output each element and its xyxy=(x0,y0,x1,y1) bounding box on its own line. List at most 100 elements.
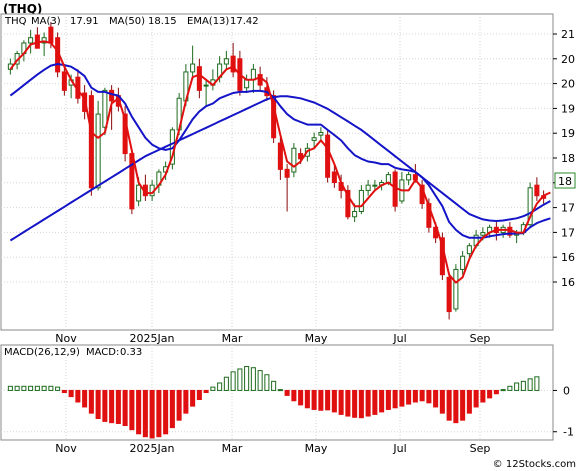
macd-bar-negative xyxy=(298,389,304,406)
macd-bar-negative xyxy=(82,389,88,408)
macd-bar-negative xyxy=(115,389,121,424)
x-tick-label-bottom: Jul xyxy=(392,442,406,455)
macd-bar-positive xyxy=(257,370,263,391)
macd-bar-negative xyxy=(338,389,344,415)
macd-bar-negative xyxy=(419,389,425,402)
candle-up xyxy=(406,174,412,181)
candle-up xyxy=(460,255,466,270)
candle-down xyxy=(48,26,54,44)
copyright: © 12Stocks.com xyxy=(493,459,576,470)
x-tick-label-bottom: May xyxy=(305,442,328,455)
macd-bar-negative xyxy=(156,389,162,438)
candle-down xyxy=(534,184,540,197)
macd-bar-negative xyxy=(412,389,418,403)
macd-bar-positive xyxy=(534,376,540,391)
candle-down xyxy=(331,171,337,184)
ema13-line xyxy=(9,63,551,239)
candle-up xyxy=(480,232,486,236)
x-tick-label-top: Mar xyxy=(222,332,243,345)
macd-bar-negative xyxy=(406,389,412,405)
candle-down xyxy=(257,74,263,86)
x-tick-label-bottom: Nov xyxy=(55,442,77,455)
macd-tick-label: -1 xyxy=(563,426,574,439)
last-price-label: 18 xyxy=(558,175,572,188)
x-tick-label-top: 2025Jan xyxy=(130,332,175,345)
macd-bars xyxy=(7,365,540,439)
macd-bar-negative xyxy=(487,389,493,399)
candle-up xyxy=(291,147,297,173)
legend-ma3-label: MA(3) xyxy=(31,16,61,27)
macd-bar-positive xyxy=(217,382,223,391)
macd-bar-negative xyxy=(284,389,290,396)
price-axis: 21 20 20 19 19 18 18 17 17 16 16 xyxy=(553,28,575,289)
legend-symbol: THQ xyxy=(4,16,27,27)
x-tick-label-top: Sep xyxy=(470,332,491,345)
macd-legend-value-label: MACD: xyxy=(86,347,119,358)
price-tick-label: 17 xyxy=(561,202,575,215)
legend-ma50-value: 18.15 xyxy=(148,16,177,27)
candle-up xyxy=(527,187,533,226)
macd-bar-negative xyxy=(325,389,331,411)
macd-bar-positive xyxy=(21,385,27,391)
last-price-box xyxy=(554,172,576,189)
candle-down xyxy=(345,189,351,218)
macd-bar-negative xyxy=(95,389,101,420)
macd-bar-negative xyxy=(304,389,310,409)
macd-bar-negative xyxy=(480,389,486,403)
macd-bar-negative xyxy=(109,389,115,424)
candle-up xyxy=(223,58,229,65)
x-tick-label-bottom: Mar xyxy=(222,442,243,455)
macd-bar-negative xyxy=(142,389,148,438)
macd-bar-positive xyxy=(28,385,34,391)
candle-down xyxy=(446,276,452,313)
price-tick-label: 17 xyxy=(561,226,575,239)
macd-bar-negative xyxy=(460,389,466,421)
legend-ma50-label: MA(50) xyxy=(109,16,145,27)
price-tick-label: 19 xyxy=(561,127,575,140)
price-grid xyxy=(1,14,553,330)
macd-bar-negative xyxy=(203,389,209,394)
candle-down xyxy=(284,168,290,178)
macd-axis: 0 -1 xyxy=(553,384,574,439)
candle-down xyxy=(109,89,115,102)
candle-up xyxy=(102,89,108,128)
macd-bar-negative xyxy=(163,389,169,435)
candle-up xyxy=(190,63,196,73)
macd-bar-positive xyxy=(48,385,54,391)
candle-down xyxy=(61,71,67,91)
candle-down xyxy=(230,55,236,73)
macd-bar-negative xyxy=(399,389,405,407)
macd-bar-negative xyxy=(331,389,337,413)
macd-bar-negative xyxy=(122,389,128,427)
macd-bar-positive xyxy=(527,378,533,391)
macd-legend: MACD(26,12,9) MACD: 0.33 xyxy=(4,347,142,358)
macd-bar-negative xyxy=(466,389,472,414)
macd-bar-negative xyxy=(183,389,189,414)
macd-bar-negative xyxy=(102,389,108,422)
macd-bar-negative xyxy=(358,389,364,419)
candle-down xyxy=(277,142,283,170)
macd-bar-negative xyxy=(311,389,317,410)
candle-down xyxy=(88,95,94,189)
macd-legend-value: 0.33 xyxy=(120,347,142,358)
ma50-line xyxy=(9,95,551,242)
macd-bar-positive xyxy=(14,385,20,391)
candle-up xyxy=(41,37,47,44)
macd-bar-negative xyxy=(372,389,378,415)
indicator-lines xyxy=(9,40,551,284)
macd-bar-negative xyxy=(318,389,324,411)
candle-up xyxy=(136,184,142,202)
candle-up xyxy=(372,184,378,187)
x-tick-label-top: Nov xyxy=(55,332,77,345)
price-tick-label: 19 xyxy=(561,102,575,115)
macd-bar-negative xyxy=(61,389,67,394)
macd-bar-negative xyxy=(291,389,297,402)
x-axis-top: Nov 2025Jan Mar May Jul Sep xyxy=(55,332,490,345)
macd-bar-positive xyxy=(264,374,270,391)
price-tick-label: 16 xyxy=(561,251,575,264)
macd-tick-label: 0 xyxy=(563,384,570,397)
macd-bar-positive xyxy=(223,376,229,391)
price-tick-label: 21 xyxy=(561,28,575,41)
macd-bar-positive xyxy=(237,368,243,391)
